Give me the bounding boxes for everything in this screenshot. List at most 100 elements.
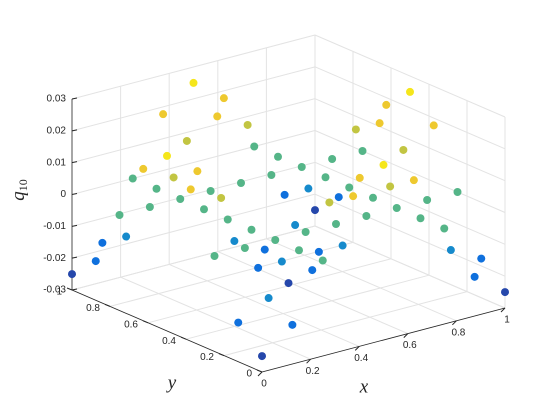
y-tick [256,369,263,373]
point [258,352,266,361]
point [470,272,479,281]
point [243,120,252,129]
point [318,256,327,265]
y-tick-label: 0 [246,369,252,380]
point [247,225,256,234]
point [254,263,263,272]
point [304,184,313,193]
point [314,247,323,256]
y-grid-line [109,241,354,307]
point [334,193,343,202]
point [386,182,395,191]
z-axis-label: q10 [8,179,29,201]
y-tick-label: 0.4 [162,336,176,347]
z-tick [71,161,78,164]
point [453,188,462,196]
point [271,236,280,244]
x-grid-line [120,276,311,360]
x-grid-line [266,238,457,322]
y-tick-label: 1 [56,287,62,298]
point [260,245,269,254]
point [501,288,509,297]
point [423,196,432,204]
point [362,212,371,220]
point [240,244,249,252]
point [189,78,198,87]
point [98,238,107,247]
point [223,215,232,224]
z-grid-line [71,130,316,195]
y-axis-label: y [166,372,177,393]
point [308,266,317,275]
z-grid-line [314,193,506,277]
point [163,151,171,160]
point [355,173,364,182]
axis-line [71,289,263,373]
x-tick [452,320,457,326]
z-tick-label: 0.01 [47,157,67,168]
z-tick-label: -0.03 [43,285,66,296]
point [295,246,303,255]
point [338,241,347,250]
point [206,187,215,195]
x-tick-label: 0.8 [451,327,465,338]
z-grid-line [314,130,506,213]
point [182,136,191,145]
point [68,270,76,279]
point [217,193,226,202]
z-tick-label: 0.02 [47,125,67,136]
point [176,195,185,203]
y-grid-line [223,291,468,357]
z-axis-label-sub: 10 [16,179,30,191]
point [332,220,340,228]
z-tick-label: -0.02 [43,253,66,264]
point [230,237,239,246]
x-grid-line [217,251,408,335]
point [477,254,486,263]
x-grid-line [169,263,360,347]
point [122,232,131,241]
point [291,221,300,230]
point [297,163,306,171]
point [301,228,310,236]
point [345,183,354,192]
point [284,279,293,288]
point [210,252,219,260]
point [358,147,367,155]
z-tick [71,256,78,259]
y-grid-line [147,258,392,324]
point [139,164,148,173]
point [219,94,228,103]
point [311,206,319,215]
x-tick [354,346,360,351]
z-grid-line [314,98,506,182]
point [186,185,195,194]
point [399,145,408,154]
point [213,112,222,121]
point [91,257,100,266]
z-grid-line [71,66,316,132]
z-grid-line [314,225,506,309]
x-axis-label: x [359,376,369,397]
point [409,176,418,185]
point [392,204,401,212]
z-tick-label: -0.01 [43,221,66,232]
z-axis-label-base: q [8,191,29,201]
point [351,125,360,134]
point [145,203,154,211]
point [264,294,273,303]
y-tick [180,336,187,340]
z-tick-label: 0 [60,189,66,200]
z-grid-line [314,161,506,245]
z-tick [71,129,78,132]
x-tick-label: 0.6 [403,340,417,351]
x-tick-label: 0 [261,379,267,390]
x-tick-label: 0.4 [354,353,368,364]
point [234,318,243,327]
x-tick-label: 0.2 [306,366,320,377]
z-tick [71,288,78,291]
z-grid-line [71,225,316,291]
z-tick-label: 0.03 [47,94,67,105]
point [375,119,384,128]
